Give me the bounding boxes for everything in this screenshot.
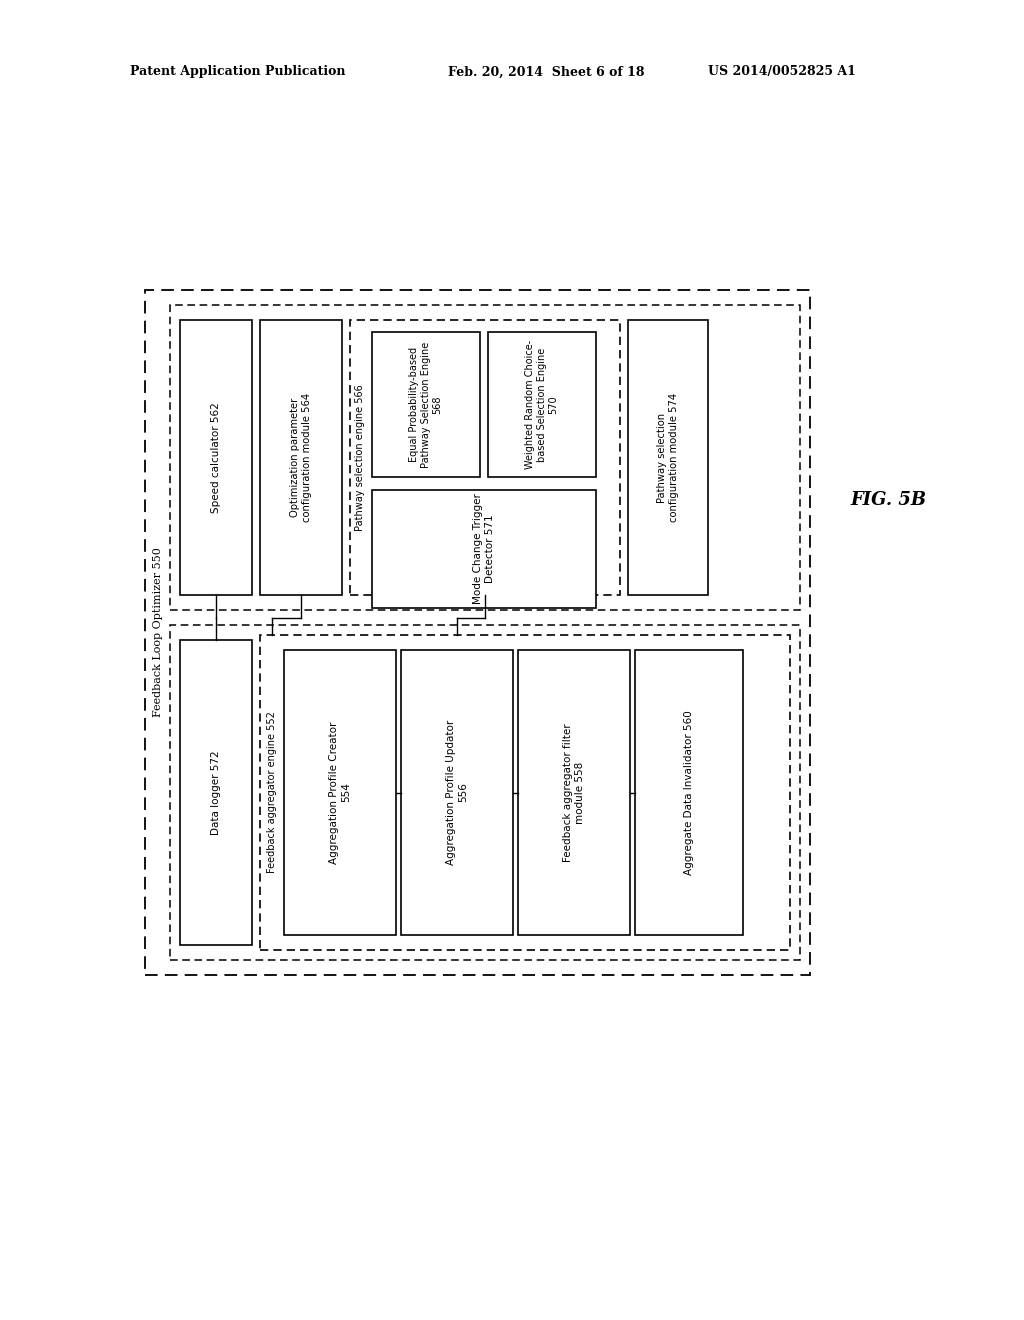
Bar bbox=[170, 624, 800, 960]
Text: Patent Application Publication: Patent Application Publication bbox=[130, 66, 345, 78]
Bar bbox=[170, 305, 800, 610]
Text: Pathway selection
configuration module 574: Pathway selection configuration module 5… bbox=[657, 393, 679, 523]
Text: Mode Change Trigger
Detector 571: Mode Change Trigger Detector 571 bbox=[473, 494, 495, 605]
Text: Feedback Loop Optimizer 550: Feedback Loop Optimizer 550 bbox=[153, 548, 163, 718]
Text: Feedback aggregator engine 552: Feedback aggregator engine 552 bbox=[267, 711, 278, 874]
Bar bbox=[260, 635, 790, 950]
Bar bbox=[284, 649, 396, 935]
Bar bbox=[180, 319, 252, 595]
Text: Weighted Random Choice-
based Selection Engine
570: Weighted Random Choice- based Selection … bbox=[525, 339, 559, 469]
Bar bbox=[260, 319, 342, 595]
Text: Pathway selection engine 566: Pathway selection engine 566 bbox=[355, 384, 365, 531]
Text: Feedback aggregator filter
module 558: Feedback aggregator filter module 558 bbox=[563, 723, 585, 862]
Bar bbox=[518, 649, 630, 935]
Bar bbox=[145, 290, 810, 975]
Text: Optimization parameter
configuration module 564: Optimization parameter configuration mod… bbox=[290, 393, 311, 523]
Text: US 2014/0052825 A1: US 2014/0052825 A1 bbox=[708, 66, 856, 78]
Bar bbox=[635, 649, 743, 935]
Text: Speed calculator 562: Speed calculator 562 bbox=[211, 403, 221, 513]
Text: Data logger 572: Data logger 572 bbox=[211, 750, 221, 834]
Bar bbox=[180, 640, 252, 945]
Bar bbox=[372, 490, 596, 609]
Text: Feb. 20, 2014  Sheet 6 of 18: Feb. 20, 2014 Sheet 6 of 18 bbox=[449, 66, 644, 78]
Bar bbox=[372, 333, 480, 477]
Text: FIG. 5B: FIG. 5B bbox=[850, 491, 926, 510]
Text: Equal Probability-based
Pathway Selection Engine
568: Equal Probability-based Pathway Selectio… bbox=[410, 342, 442, 467]
Text: Aggregate Data Invalidator 560: Aggregate Data Invalidator 560 bbox=[684, 710, 694, 875]
Text: Aggregation Profile Creator
554: Aggregation Profile Creator 554 bbox=[329, 721, 351, 863]
Text: Aggregation Profile Updator
556: Aggregation Profile Updator 556 bbox=[446, 719, 468, 865]
Bar bbox=[401, 649, 513, 935]
Bar bbox=[488, 333, 596, 477]
Bar bbox=[350, 319, 620, 595]
Bar bbox=[628, 319, 708, 595]
